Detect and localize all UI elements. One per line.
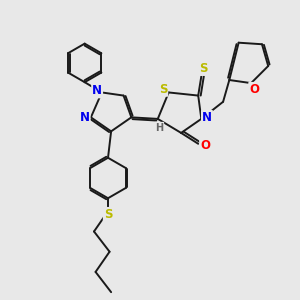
Text: S: S [199,62,207,75]
Text: O: O [200,139,210,152]
Text: O: O [249,83,259,96]
Text: S: S [159,83,167,96]
Text: N: N [80,111,90,124]
Text: N: N [92,84,102,98]
Text: H: H [155,123,164,133]
Text: S: S [104,208,112,221]
Text: N: N [202,111,212,124]
